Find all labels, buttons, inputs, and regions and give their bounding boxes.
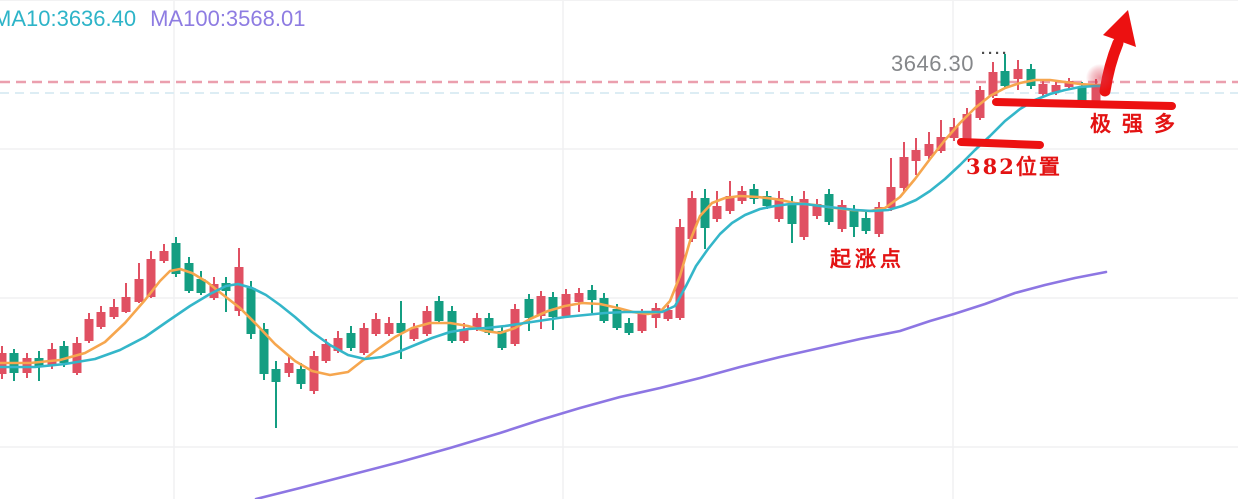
ma100-legend-label: MA100:3568.01 (150, 6, 306, 31)
annotation-rise-start: 起涨点 (830, 246, 905, 271)
high-price-label: 3646.30 (891, 51, 975, 76)
annotation-strong-bull: 极强多 (1090, 111, 1186, 136)
ma10-legend-label: MA10:3636.40 (0, 6, 137, 31)
ma-legend: MA10:3636.40 MA100:3568.01 (0, 6, 305, 32)
annotation-382-position: 382位置 (966, 154, 1062, 179)
price-dotted-leader: ···· (981, 45, 1009, 62)
red-smudge-mark (1086, 64, 1114, 92)
